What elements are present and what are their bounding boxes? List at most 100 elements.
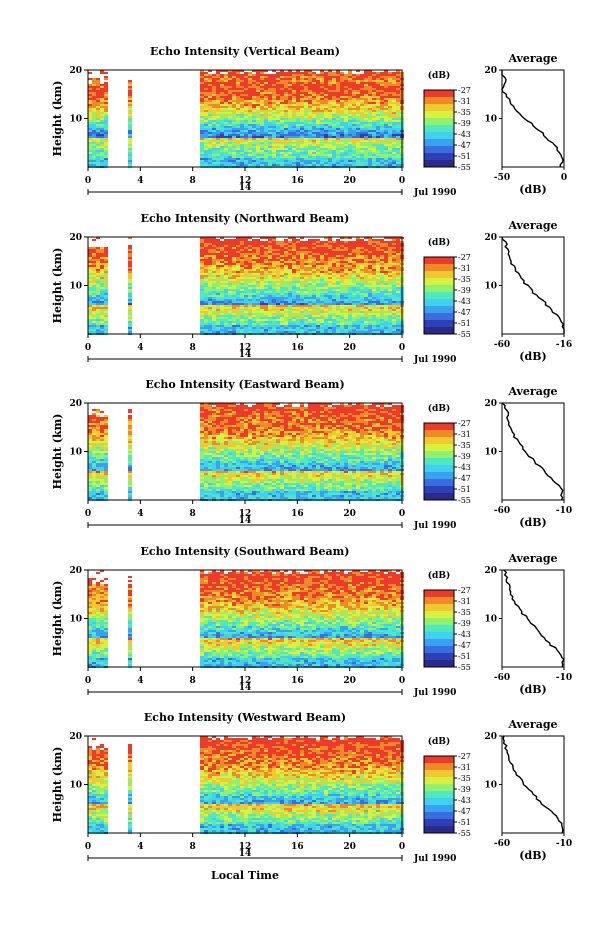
heatmap-cell	[328, 78, 332, 80]
heatmap-cell	[240, 255, 244, 257]
heatmap-cell	[268, 88, 272, 90]
heatmap-cell	[380, 120, 384, 122]
heatmap-cell	[128, 82, 132, 84]
heatmap-cell	[208, 251, 212, 253]
heatmap-cell	[200, 132, 204, 134]
heatmap-cell	[100, 72, 104, 74]
heatmap-cell	[328, 122, 332, 124]
average-x-tick-label: -50	[494, 173, 510, 183]
heatmap-cell	[384, 88, 388, 90]
heatmap-cell	[304, 88, 308, 90]
heatmap-cell	[356, 134, 360, 136]
heatmap-cell	[276, 275, 280, 277]
heatmap-cell	[96, 160, 100, 162]
heatmap-cell	[268, 301, 272, 303]
heatmap-cell	[320, 110, 324, 112]
heatmap-cell	[252, 134, 256, 136]
heatmap-cell	[300, 140, 304, 142]
heatmap-cell	[332, 112, 336, 114]
heatmap-cell	[288, 128, 292, 130]
heatmap-cell	[244, 289, 248, 291]
heatmap-cell	[272, 255, 276, 257]
heatmap-cell	[332, 156, 336, 158]
heatmap-cell	[384, 106, 388, 108]
heatmap-cell	[216, 275, 220, 277]
heatmap-cell	[332, 150, 336, 152]
heatmap-cell	[212, 253, 216, 255]
heatmap-cell	[308, 94, 312, 96]
heatmap-cell	[272, 287, 276, 289]
heatmap-cell	[312, 261, 316, 263]
heatmap-cell	[92, 317, 96, 319]
heatmap-cell	[232, 267, 236, 269]
heatmap-cell	[216, 289, 220, 291]
heatmap-cell	[272, 128, 276, 130]
heatmap-cell	[300, 317, 304, 319]
heatmap-cell	[200, 265, 204, 267]
heatmap-cell	[92, 257, 96, 259]
heatmap-cell	[332, 279, 336, 281]
heatmap-cell	[316, 86, 320, 88]
heatmap-cell	[332, 251, 336, 253]
heatmap-cell	[300, 275, 304, 277]
heatmap-cell	[272, 100, 276, 102]
heatmap-cell	[232, 291, 236, 293]
heatmap-cell	[392, 124, 396, 126]
heatmap-cell	[232, 273, 236, 275]
heatmap-cell	[264, 88, 268, 90]
heatmap-cell	[204, 245, 208, 247]
heatmap-cell	[228, 76, 232, 78]
heatmap-cell	[232, 301, 236, 303]
heatmap-cell	[100, 257, 104, 259]
heatmap-cell	[96, 132, 100, 134]
heatmap-cell	[96, 148, 100, 150]
heatmap-cell	[344, 269, 348, 271]
heatmap-cell	[208, 108, 212, 110]
heatmap-cell	[312, 94, 316, 96]
heatmap-cell	[200, 239, 204, 241]
heatmap-cell	[336, 136, 340, 138]
heatmap-cell	[100, 301, 104, 303]
heatmap-cell	[276, 100, 280, 102]
heatmap-cell	[248, 144, 252, 146]
heatmap-cell	[296, 144, 300, 146]
heatmap-cell	[244, 269, 248, 271]
heatmap-cell	[308, 331, 312, 333]
heatmap-cell	[284, 92, 288, 94]
heatmap-cell	[236, 287, 240, 289]
heatmap-cell	[300, 253, 304, 255]
heatmap-cell	[296, 162, 300, 164]
heatmap-cell	[352, 106, 356, 108]
heatmap-cell	[268, 289, 272, 291]
heatmap-cell	[296, 156, 300, 158]
heatmap-cell	[380, 90, 384, 92]
heatmap-cell	[376, 136, 380, 138]
heatmap-cell	[256, 261, 260, 263]
heatmap-cell	[288, 98, 292, 100]
heatmap-cell	[300, 307, 304, 309]
heatmap-cell	[320, 100, 324, 102]
heatmap-cell	[200, 158, 204, 160]
heatmap-cell	[216, 303, 220, 305]
heatmap-cell	[316, 259, 320, 261]
heatmap-cell	[128, 124, 132, 126]
heatmap-cell	[284, 106, 288, 108]
heatmap-cell	[284, 253, 288, 255]
heatmap-cell	[344, 144, 348, 146]
heatmap-cell	[92, 108, 96, 110]
heatmap-cell	[224, 273, 228, 275]
heatmap-cell	[272, 76, 276, 78]
heatmap-cell	[316, 257, 320, 259]
heatmap-cell	[220, 116, 224, 118]
heatmap-cell	[264, 138, 268, 140]
heatmap-cell	[340, 281, 344, 283]
heatmap-cell	[248, 90, 252, 92]
heatmap-cell	[276, 126, 280, 128]
heatmap-cell	[224, 315, 228, 317]
heatmap-cell	[304, 94, 308, 96]
heatmap-cell	[328, 76, 332, 78]
heatmap-cell	[280, 94, 284, 96]
heatmap-cell	[352, 108, 356, 110]
heatmap-cell	[236, 144, 240, 146]
heatmap-cell	[232, 148, 236, 150]
